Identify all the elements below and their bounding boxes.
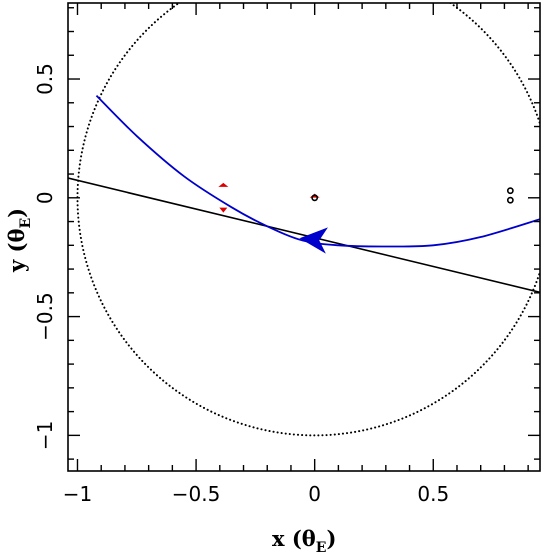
y-tick-label: −1 (33, 421, 57, 450)
y-tick-label: 0.5 (33, 63, 57, 95)
tick-labels: −1 −0.5 0 0.5 −1 −0.5 0 0.5 (33, 63, 449, 506)
x-tick-label: 0 (308, 482, 321, 506)
plot-frame (67, 2, 541, 472)
lens-component (311, 194, 319, 202)
y-axis-label: y (θE) (4, 208, 34, 273)
lens-component (506, 196, 514, 204)
trajectory-arrow (299, 227, 328, 254)
einstein-ring (76, 3, 540, 437)
x-tick-label: −0.5 (172, 482, 221, 506)
y-tick-label: −0.5 (33, 292, 57, 341)
caustic-mark (219, 207, 228, 213)
source-trajectory (95, 95, 540, 248)
x-tick-label: 0.5 (417, 482, 449, 506)
caustic-mark (218, 182, 229, 187)
x-tick-label: −1 (63, 482, 92, 506)
y-tick-label: 0 (33, 191, 57, 204)
y-axis-label-sub: E (18, 218, 34, 229)
axis-ticks (68, 3, 540, 471)
binary-axis-line (68, 177, 540, 294)
x-axis-label: x (θE) (272, 526, 336, 555)
x-axis-label-sub: E (316, 540, 327, 555)
lens-component (506, 187, 514, 195)
plot-area (68, 3, 540, 437)
